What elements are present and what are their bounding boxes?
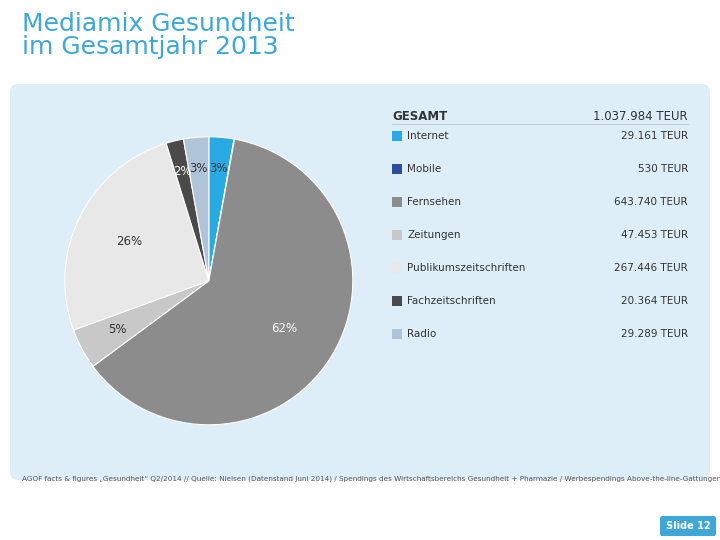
Bar	[392, 131, 402, 141]
Text: 5%: 5%	[108, 323, 127, 336]
Text: 62%: 62%	[271, 321, 297, 334]
Text: Radio: Radio	[407, 329, 436, 339]
Wedge shape	[209, 139, 235, 281]
Text: 530 TEUR: 530 TEUR	[638, 164, 688, 174]
Text: Mobile: Mobile	[407, 164, 441, 174]
Text: Slide 12: Slide 12	[666, 521, 711, 531]
Wedge shape	[209, 137, 234, 281]
Wedge shape	[166, 139, 209, 281]
Bar	[392, 263, 402, 273]
Text: 29.289 TEUR: 29.289 TEUR	[621, 329, 688, 339]
Wedge shape	[184, 137, 209, 281]
Wedge shape	[73, 281, 209, 366]
Text: Zeitungen: Zeitungen	[407, 230, 461, 240]
Text: 643.740 TEUR: 643.740 TEUR	[614, 197, 688, 207]
Text: 20.364 TEUR: 20.364 TEUR	[621, 296, 688, 306]
Text: 2%: 2%	[173, 165, 192, 178]
Bar	[392, 329, 402, 339]
FancyBboxPatch shape	[660, 516, 716, 536]
Text: GESAMT: GESAMT	[392, 110, 447, 123]
Text: im Gesamtjahr 2013: im Gesamtjahr 2013	[22, 35, 279, 59]
Text: Mediamix Gesundheit: Mediamix Gesundheit	[22, 12, 294, 36]
Text: 1.037.984 TEUR: 1.037.984 TEUR	[593, 110, 688, 123]
Wedge shape	[65, 143, 209, 330]
Text: AGOF facts & figures „Gesundheit“ Q2/2014 // Quelle: Nielsen (Datenstand Juni 20: AGOF facts & figures „Gesundheit“ Q2/201…	[22, 476, 720, 483]
Bar	[392, 230, 402, 240]
Text: 47.453 TEUR: 47.453 TEUR	[621, 230, 688, 240]
Text: 267.446 TEUR: 267.446 TEUR	[614, 263, 688, 273]
Text: 29.161 TEUR: 29.161 TEUR	[621, 131, 688, 141]
Bar	[392, 164, 402, 174]
Text: Publikumszeitschriften: Publikumszeitschriften	[407, 263, 526, 273]
Text: Fachzeitschriften: Fachzeitschriften	[407, 296, 495, 306]
Text: 3%: 3%	[210, 163, 228, 176]
Text: Internet: Internet	[407, 131, 449, 141]
FancyBboxPatch shape	[10, 84, 710, 480]
Bar	[392, 197, 402, 207]
Text: Fernsehen: Fernsehen	[407, 197, 461, 207]
Bar	[392, 296, 402, 306]
Text: 3%: 3%	[189, 163, 208, 176]
Text: 26%: 26%	[116, 234, 142, 248]
Wedge shape	[93, 139, 353, 425]
